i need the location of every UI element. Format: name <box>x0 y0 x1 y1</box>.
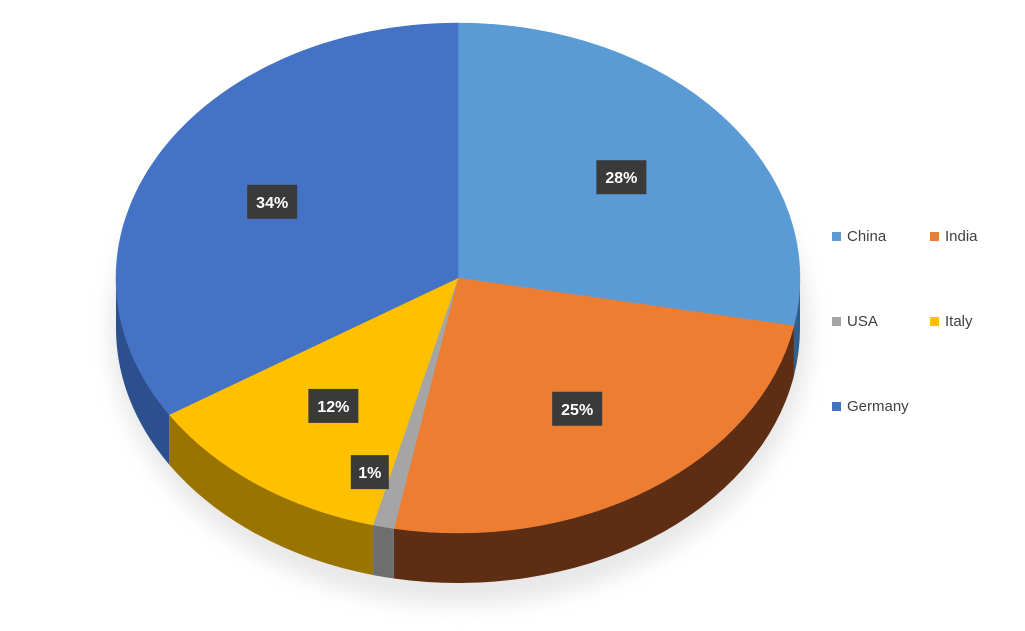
data-label-text-india: 25% <box>561 402 593 419</box>
data-label-text-italy: 12% <box>317 399 349 416</box>
legend-item-germany: Germany <box>832 398 909 415</box>
data-label-box-italy <box>308 388 359 423</box>
legend-label-india: India <box>945 228 978 245</box>
pie-sides <box>116 278 800 583</box>
pie-side-germany <box>116 278 170 465</box>
pie-side-italy <box>169 414 373 575</box>
legend-swatch-usa <box>832 317 841 326</box>
legend-item-usa: USA <box>832 313 878 330</box>
legend-label-china: China <box>847 228 887 245</box>
legend-item-china: China <box>832 228 886 245</box>
legend-item-india: India <box>930 228 978 245</box>
data-label-text-china: 28% <box>605 170 637 187</box>
data-label-china: 28% <box>596 160 647 195</box>
legend-swatch-india <box>930 232 939 241</box>
data-label-box-india <box>552 391 603 426</box>
data-label-box-germany <box>247 184 298 219</box>
pie-data-labels: 28% 25% 1% 12% 34% <box>247 160 647 490</box>
data-label-box-china <box>596 160 647 195</box>
data-label-usa: 1% <box>350 455 389 490</box>
pie-slices <box>115 22 801 534</box>
data-label-text-germany: 34% <box>256 195 288 212</box>
data-label-italy: 12% <box>308 388 359 423</box>
legend-label-italy: Italy <box>945 313 973 330</box>
legend-item-italy: Italy <box>930 313 973 330</box>
legend-label-usa: USA <box>847 313 878 330</box>
data-label-india: 25% <box>552 391 603 426</box>
legend-swatch-italy <box>930 317 939 326</box>
legend-label-germany: Germany <box>847 398 909 415</box>
data-label-text-usa: 1% <box>358 465 381 482</box>
data-label-box-usa <box>350 455 389 490</box>
data-label-germany: 34% <box>247 184 298 219</box>
legend-swatch-germany <box>832 402 841 411</box>
legend-swatch-china <box>832 232 841 241</box>
pie-side-india <box>393 325 794 583</box>
pie-side-usa <box>372 524 394 579</box>
